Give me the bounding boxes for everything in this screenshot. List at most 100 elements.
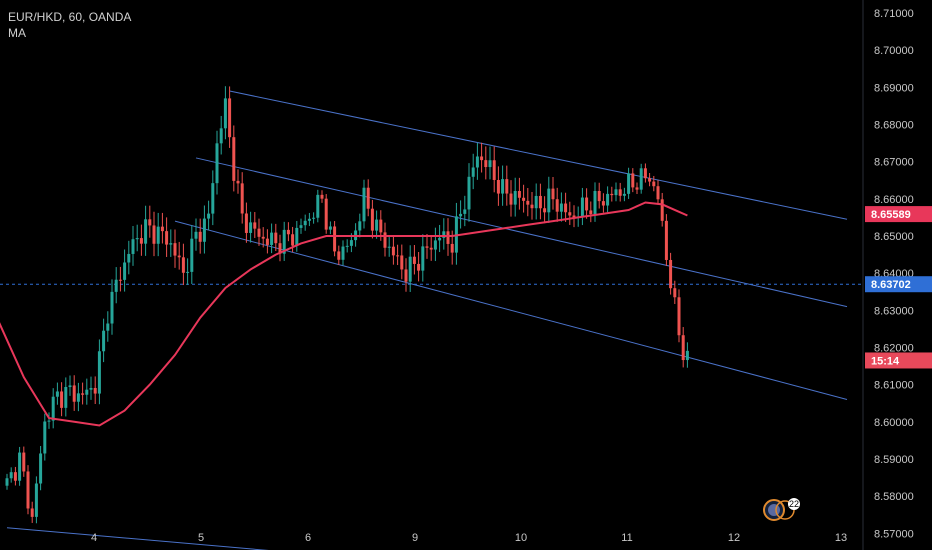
candle-body	[522, 197, 526, 201]
candle-body	[421, 246, 425, 271]
channel-line[interactable]	[6, 527, 272, 550]
candle-body	[517, 191, 521, 198]
channel-line[interactable]	[229, 90, 848, 220]
candle-body	[564, 203, 568, 213]
candle-body	[606, 193, 610, 206]
candle-body	[223, 98, 227, 129]
candle-body	[429, 247, 433, 250]
candle-body	[295, 227, 299, 246]
candle-body	[509, 193, 513, 205]
candle-body	[501, 179, 505, 194]
price-tick-label: 8.70000	[874, 45, 914, 57]
candle-body	[467, 176, 471, 210]
candle-body	[400, 255, 404, 270]
candle-body	[643, 168, 647, 179]
candle-body	[181, 257, 185, 273]
candle-body	[669, 259, 673, 289]
candle-body	[173, 243, 177, 256]
candle-body	[320, 194, 324, 199]
price-tick-label: 8.66000	[874, 194, 914, 206]
time-tick-label: 12	[728, 532, 740, 544]
candle-body	[639, 168, 643, 190]
indicator-label[interactable]: MA	[8, 26, 26, 40]
candle-body	[202, 218, 206, 242]
candle-body	[656, 186, 660, 200]
candle-body	[257, 228, 261, 237]
candle-body	[219, 128, 223, 144]
price-tick-label: 8.58000	[874, 491, 914, 503]
candle-body	[312, 217, 316, 219]
candle-body	[165, 231, 169, 245]
candle-body	[631, 173, 635, 188]
price-tick-label: 8.67000	[874, 157, 914, 169]
candle-body	[160, 226, 164, 232]
candle-body	[127, 253, 131, 263]
candle-body	[555, 199, 559, 212]
candle-body	[551, 188, 555, 200]
candle-body	[253, 222, 257, 229]
candle-body	[328, 226, 332, 230]
candle-body	[450, 243, 454, 253]
time-tick-label: 13	[835, 532, 847, 544]
candle-body	[186, 271, 190, 273]
candle-body	[480, 156, 484, 161]
price-tick-label: 8.69000	[874, 82, 914, 94]
candle-body	[438, 237, 442, 241]
candle-body	[194, 231, 198, 239]
candle-body	[648, 178, 652, 182]
candle-body	[198, 231, 202, 242]
candle-body	[60, 391, 64, 408]
candle-body	[261, 236, 265, 239]
candle-body	[51, 396, 55, 421]
price-tick-label: 8.65000	[874, 231, 914, 243]
candle-body	[673, 288, 677, 298]
candle-body	[391, 246, 395, 256]
candle-body	[139, 238, 143, 244]
candle-body	[417, 263, 421, 271]
candle-body	[152, 225, 156, 244]
candle-body	[282, 229, 286, 254]
candle-body	[13, 472, 17, 481]
candle-body	[106, 323, 110, 331]
price-tick-label: 8.60000	[874, 417, 914, 429]
price-tag-label: 15:14	[871, 355, 900, 367]
candle-body	[349, 240, 353, 246]
candle-body	[601, 201, 605, 206]
candle-body	[278, 243, 282, 254]
candle-body	[228, 98, 232, 138]
candle-body	[9, 472, 13, 479]
candlesticks	[5, 86, 689, 524]
candle-body	[123, 262, 127, 280]
price-tag: 8.65589	[865, 206, 932, 223]
candle-body	[597, 191, 601, 202]
candle-body	[341, 246, 345, 260]
candle-body	[144, 219, 148, 244]
price-tick-label: 8.57000	[874, 528, 914, 540]
candle-body	[513, 191, 517, 205]
channel-line[interactable]	[195, 157, 848, 308]
time-tick-label: 5	[198, 532, 204, 544]
candle-body	[72, 385, 76, 402]
candle-body	[547, 188, 551, 213]
avatar-badge-icon[interactable]: 22	[761, 497, 801, 523]
candle-body	[307, 218, 311, 221]
candle-body	[589, 210, 593, 215]
price-tag-label: 8.63702	[871, 279, 911, 291]
candle-body	[660, 199, 664, 221]
candle-body	[681, 335, 685, 361]
candle-body	[442, 231, 446, 238]
candle-body	[664, 220, 668, 260]
candle-body	[85, 389, 89, 395]
candle-body	[244, 213, 248, 233]
candle-body	[299, 225, 303, 228]
price-tick-label: 8.68000	[874, 119, 914, 131]
price-tag: 15:14	[865, 352, 932, 369]
channel-line[interactable]	[174, 220, 848, 400]
candle-body	[345, 245, 349, 247]
candle-body	[534, 195, 538, 209]
candle-body	[207, 213, 211, 219]
candle-body	[39, 453, 43, 484]
time-tick-label: 11	[621, 532, 632, 544]
candle-body	[627, 173, 631, 194]
